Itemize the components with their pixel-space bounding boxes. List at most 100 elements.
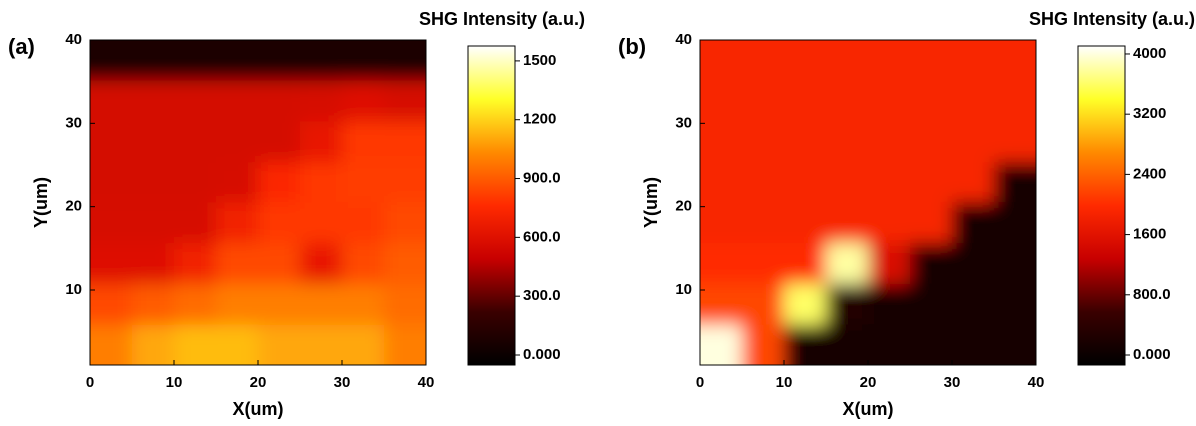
- heat-cell: [742, 202, 785, 244]
- heat-cell: [994, 283, 1036, 325]
- colorbar-tick-label: 2400: [1133, 165, 1166, 182]
- x-tick-label: 30: [944, 374, 961, 391]
- heat-cell: [826, 283, 869, 325]
- heat-cell: [910, 80, 953, 122]
- heat-cell: [742, 40, 785, 81]
- heat-cell: [174, 243, 217, 285]
- heat-cell: [994, 324, 1036, 365]
- colorbar-title: SHG Intensity (a.u.): [1029, 9, 1195, 29]
- x-tick-label: 0: [696, 374, 704, 391]
- colorbar-tick-label: 1200: [523, 111, 556, 128]
- heat-cell: [342, 202, 385, 244]
- heat-cell: [784, 162, 827, 204]
- colorbar-tick-label: 1600: [1133, 226, 1166, 243]
- heat-cell: [216, 121, 259, 163]
- heat-cell: [258, 121, 301, 163]
- colorbar-tick-label: 300.0: [523, 287, 561, 304]
- colorbar: [467, 45, 516, 366]
- heat-cell: [784, 243, 827, 285]
- heat-cell: [342, 121, 385, 163]
- heat-cell: [300, 283, 343, 325]
- heat-cell: [994, 162, 1036, 204]
- heat-cell: [784, 121, 827, 163]
- x-tick-label: 0: [86, 374, 94, 391]
- heat-cell: [90, 40, 133, 81]
- heat-cell: [300, 243, 343, 285]
- heat-cell: [342, 80, 385, 122]
- heat-cell: [216, 283, 259, 325]
- cells: [90, 40, 426, 365]
- heat-cell: [742, 121, 785, 163]
- heat-cell: [784, 202, 827, 244]
- colorbar-tick-label: 0.000: [523, 346, 561, 363]
- colorbar-tick-label: 3200: [1133, 105, 1166, 122]
- heat-cell: [258, 202, 301, 244]
- heat-cell: [90, 202, 133, 244]
- heat-cell: [910, 121, 953, 163]
- heat-cell: [132, 40, 175, 81]
- y-tick-label: 10: [65, 281, 82, 298]
- heat-cell: [868, 121, 911, 163]
- heat-cell: [910, 162, 953, 204]
- x-tick-label: 20: [860, 374, 877, 391]
- colorbar-title: SHG Intensity (a.u.): [419, 9, 585, 29]
- heat-cell: [742, 324, 785, 365]
- heat-cell: [868, 80, 911, 122]
- heat-cell: [300, 202, 343, 244]
- heat-cell: [952, 243, 995, 285]
- heat-cell: [742, 283, 785, 325]
- heat-cell: [700, 162, 743, 204]
- heat-cell: [174, 40, 217, 81]
- colorbar: [1077, 45, 1126, 366]
- heatmap: [90, 40, 426, 365]
- heat-cell: [174, 162, 217, 204]
- x-axis-title: X(um): [843, 399, 894, 419]
- y-tick-label: 40: [65, 31, 82, 48]
- heat-cell: [258, 80, 301, 122]
- heat-cell: [342, 283, 385, 325]
- heat-cell: [952, 324, 995, 365]
- heat-cell: [868, 243, 911, 285]
- heat-cell: [258, 283, 301, 325]
- heat-cell: [384, 324, 426, 365]
- heat-cell: [700, 121, 743, 163]
- heat-cell: [132, 162, 175, 204]
- heat-cell: [258, 324, 301, 365]
- heat-cell: [90, 283, 133, 325]
- x-tick-label: 30: [334, 374, 351, 391]
- heat-cell: [300, 162, 343, 204]
- heat-cell: [90, 324, 133, 365]
- heat-cell: [216, 202, 259, 244]
- x-tick-label: 20: [250, 374, 267, 391]
- colorbar-tick-label: 4000: [1133, 45, 1166, 62]
- heat-cell: [216, 162, 259, 204]
- heat-cell: [342, 243, 385, 285]
- heat-cell: [700, 283, 743, 325]
- heat-cell: [994, 202, 1036, 244]
- heat-cell: [342, 162, 385, 204]
- heat-cell: [994, 243, 1036, 285]
- heat-cell: [132, 283, 175, 325]
- heat-cell: [910, 324, 953, 365]
- heat-cell: [300, 80, 343, 122]
- heat-cell: [952, 121, 995, 163]
- panel-label: (b): [618, 34, 646, 59]
- heat-cell: [784, 283, 827, 325]
- panel-label: (a): [8, 34, 35, 59]
- heat-cell: [300, 121, 343, 163]
- heat-cell: [384, 121, 426, 163]
- colorbar-tick-label: 0.000: [1133, 346, 1171, 363]
- y-axis-title: Y(um): [641, 177, 661, 228]
- heat-cell: [132, 324, 175, 365]
- heat-cell: [910, 202, 953, 244]
- heat-cell: [90, 243, 133, 285]
- x-tick-label: 40: [1028, 374, 1045, 391]
- heat-cell: [952, 80, 995, 122]
- heat-cell: [384, 243, 426, 285]
- heat-cell: [384, 162, 426, 204]
- y-tick-label: 20: [675, 198, 692, 215]
- heat-cell: [216, 324, 259, 365]
- heat-cell: [132, 243, 175, 285]
- heat-cell: [784, 324, 827, 365]
- heat-cell: [952, 40, 995, 81]
